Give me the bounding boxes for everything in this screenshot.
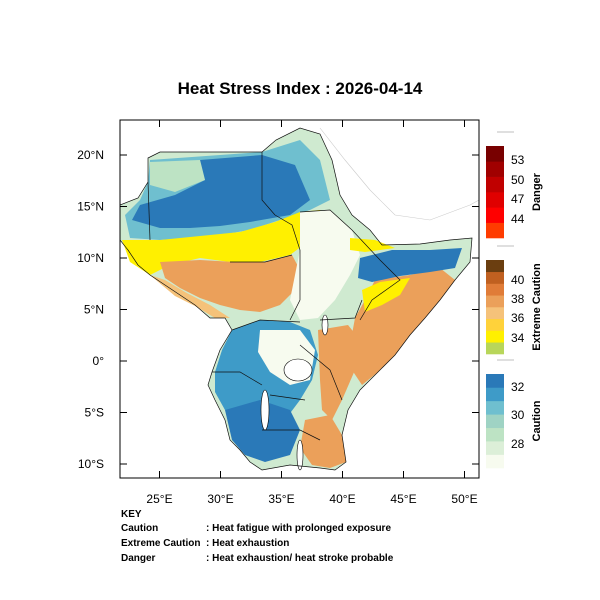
y-tick-label: 15°N <box>77 200 104 214</box>
lake-turkana <box>321 314 329 336</box>
y-tick-label: 20°N <box>77 148 104 162</box>
colorbar-swatch <box>486 271 504 284</box>
colorbar-swatch <box>486 176 504 193</box>
colorbar-legends: 44 47 50 53 Danger 34 36 38 40 Extreme Caution 28 3… <box>486 131 543 469</box>
y-tick-label: 10°S <box>78 457 104 471</box>
colorbar-caution: 28 30 32 Caution <box>486 359 543 469</box>
region-coast-orange <box>318 325 360 420</box>
colorbar-swatch <box>486 441 504 455</box>
region-gulf-yellow <box>350 238 395 252</box>
colorbar-label: 30 <box>511 408 525 422</box>
x-tick-label: 30°E <box>207 492 233 506</box>
y-tick-label: 5°S <box>85 406 104 420</box>
y-axis: 20°N 15°N 10°N 5°N 0° 5°S 10°S <box>77 148 479 471</box>
region-south-blue <box>225 400 300 462</box>
lake-tanganyika <box>260 389 270 431</box>
colorbar-label: 53 <box>511 153 525 167</box>
colorbar-label: 40 <box>511 273 525 287</box>
x-tick-label: 50°E <box>451 492 477 506</box>
colorbar-title: Caution <box>531 400 543 441</box>
region-horn-yellow <box>362 278 410 312</box>
colorbar-swatch <box>486 414 504 429</box>
key-desc-danger: : Heat exhaustion/ heat stroke probable <box>206 553 394 564</box>
colorbar-swatch <box>486 427 504 442</box>
key-heading: KEY <box>121 509 142 520</box>
colorbar-swatch <box>486 342 504 355</box>
key-desc-extreme-caution: : Heat exhaustion <box>206 538 290 549</box>
region-sahel-orange <box>160 255 300 312</box>
colorbar-title: Danger <box>531 172 543 211</box>
colorbar-title: Extreme Caution <box>531 263 543 351</box>
region-highlands-white <box>290 210 360 320</box>
key-term-extreme-caution: Extreme Caution <box>121 538 201 549</box>
colorbar-swatch <box>486 454 504 469</box>
x-axis: 25°E 30°E 35°E 40°E 45°E 50°E <box>146 120 478 506</box>
x-tick-label: 40°E <box>329 492 355 506</box>
y-tick-label: 0° <box>93 354 105 368</box>
map-frame <box>119 119 480 479</box>
colorbar-swatch <box>486 283 504 296</box>
colorbar-swatch <box>486 400 504 415</box>
key-term-caution: Caution <box>121 523 159 534</box>
colorbar-label: 38 <box>511 292 525 306</box>
colorbar-label: 34 <box>511 331 525 345</box>
colorbar-label: 32 <box>511 380 525 394</box>
colorbar-label: 50 <box>511 173 525 187</box>
colorbar-swatch <box>486 192 504 208</box>
colorbar-swatch <box>486 318 504 331</box>
x-tick-label: 35°E <box>268 492 294 506</box>
lake-victoria <box>283 358 313 382</box>
colorbar-swatch <box>486 146 504 162</box>
y-tick-label: 10°N <box>77 251 104 265</box>
colorbar-swatch <box>486 330 504 343</box>
colorbar-swatch <box>486 295 504 308</box>
region-south-orange <box>300 415 346 468</box>
colorbar-danger: 44 47 50 53 Danger <box>486 131 543 239</box>
x-tick-label: 25°E <box>146 492 172 506</box>
region-north-deepblue <box>132 155 310 228</box>
colorbar-swatch <box>486 161 504 177</box>
colorbar-swatch <box>486 307 504 320</box>
country-borders <box>120 127 473 471</box>
colorbar-swatch <box>486 207 504 223</box>
region-sahel-yellow <box>122 210 330 275</box>
colorbar-swatch <box>486 222 504 239</box>
colorbar-extreme-caution: 34 36 38 40 Extreme Caution <box>486 245 543 355</box>
lake-malawi <box>296 439 304 471</box>
colorbar-label: 44 <box>511 212 525 226</box>
colorbar-swatch <box>486 387 504 402</box>
y-tick-label: 5°N <box>84 303 104 317</box>
region-horn-blue <box>358 248 462 282</box>
x-tick-label: 45°E <box>390 492 416 506</box>
colorbar-label: 36 <box>511 311 525 325</box>
map-title: Heat Stress Index : 2026-04-14 <box>177 79 423 98</box>
key-term-danger: Danger <box>121 553 156 564</box>
colorbar-swatch <box>486 260 504 273</box>
colorbar-label: 47 <box>511 192 525 206</box>
colorbar-label: 28 <box>511 437 525 451</box>
key-desc-caution: : Heat fatigue with prolonged exposure <box>206 523 392 534</box>
region-sahel-lightorange <box>150 275 230 318</box>
map-fields <box>120 127 479 471</box>
colorbar-swatch <box>486 374 504 388</box>
arabian-coastline <box>319 127 479 221</box>
region-north-pale <box>150 160 205 192</box>
